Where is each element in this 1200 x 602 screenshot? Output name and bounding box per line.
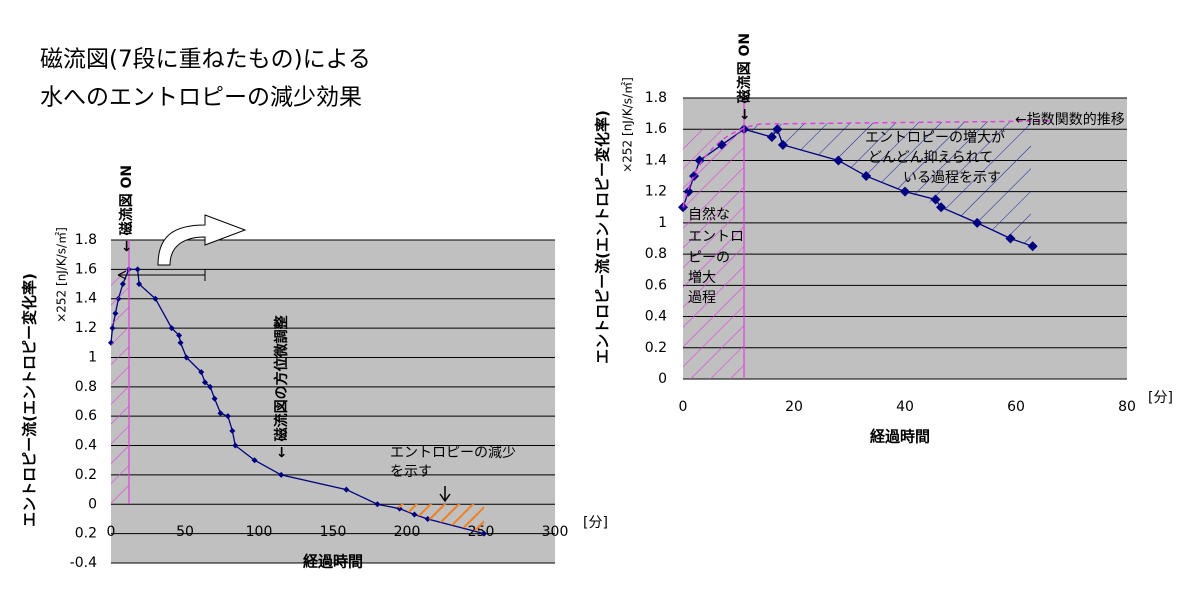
plot-area xyxy=(111,240,555,563)
annotation: どんどん抑えられて xyxy=(868,150,993,166)
y-tick-label: 0.2 xyxy=(75,526,97,542)
y-tick-label: 0 xyxy=(658,371,667,387)
annotation: ピーの xyxy=(688,250,730,266)
y-tick-label: 1.8 xyxy=(645,90,667,106)
hatch xyxy=(683,129,744,379)
annotation: 増大 xyxy=(688,270,716,286)
plots: -0.40.200.20.40.60.811.21.41.61.80 50 100 1… xyxy=(70,90,1136,571)
annotation: ←指数関数的推移 xyxy=(1015,112,1125,128)
y-tick-label: 0 xyxy=(88,496,97,512)
annotation: 自然な xyxy=(688,206,730,223)
x-tick-label: 100 xyxy=(246,524,273,540)
x-axis-label: 経過時間 xyxy=(870,428,930,446)
heading: 水へのエントロピーの減少効果 xyxy=(40,85,362,111)
y-tick-label: -0.4 xyxy=(70,555,97,571)
annotation: いる過程を示す xyxy=(903,170,1001,186)
x-axis-label: 経過時間 xyxy=(303,553,363,571)
y-tick-label: 1.8 xyxy=(75,232,97,248)
x-tick-label: 80 xyxy=(1118,399,1136,415)
y-tick-label: 1 xyxy=(658,215,667,231)
x-axis-unit: [分] xyxy=(583,515,608,531)
x-axis-unit: [分] xyxy=(1148,390,1173,406)
y-axis-label: エントロピー流(エントロピー変化率) xyxy=(21,273,39,527)
y-tick-label: 0.2 xyxy=(645,340,667,356)
y-axis-unit: ×252 [nJ/K/s/㎡] xyxy=(55,227,69,323)
annotation: エントロピーの増大が xyxy=(865,130,1005,146)
data-point xyxy=(211,395,218,402)
y-axis-unit: ×252 [nJ/K/s/㎡] xyxy=(621,77,635,173)
x-tick-label: 0 xyxy=(107,524,116,540)
y-axis-label: エントロピー流(エントロピー変化率) xyxy=(594,110,612,364)
annotation: 過程 xyxy=(688,290,716,306)
data-point xyxy=(207,383,214,390)
annotation: ← 磁流図 ON xyxy=(118,165,135,252)
data-point xyxy=(343,486,350,493)
curved-arrow xyxy=(157,214,247,266)
data-point xyxy=(168,325,175,332)
data-point xyxy=(198,369,205,376)
annotation: エントロ xyxy=(688,229,744,245)
arrow xyxy=(117,270,127,280)
data-point xyxy=(152,295,159,302)
y-tick-label: 0.8 xyxy=(645,246,667,262)
y-tick-label: 0.8 xyxy=(75,379,97,395)
data-point xyxy=(251,457,258,464)
arrow xyxy=(439,493,451,503)
data-point xyxy=(177,339,184,346)
data-point xyxy=(201,379,208,386)
data-point xyxy=(176,332,183,339)
y-tick-label: 0.6 xyxy=(75,408,97,424)
data-point xyxy=(229,427,236,434)
annotation: ← 磁流図 ON xyxy=(736,33,753,120)
y-tick-label: 1.6 xyxy=(645,121,667,137)
y-tick-label: 1.4 xyxy=(75,291,97,307)
hatch xyxy=(111,268,129,504)
x-tick-label: 300 xyxy=(542,524,569,540)
data-point xyxy=(217,410,224,417)
hatch xyxy=(744,121,1031,246)
y-tick-label: 1.2 xyxy=(645,184,667,200)
y-tick-label: 0.4 xyxy=(75,438,97,454)
y-tick-label: 1.4 xyxy=(645,152,667,168)
data-point xyxy=(183,354,190,361)
y-tick-label: 0.6 xyxy=(645,277,667,293)
x-tick-label: 60 xyxy=(1007,399,1025,415)
x-tick-label: 0 xyxy=(679,399,688,415)
x-tick-label: 50 xyxy=(176,524,194,540)
annotation: ← 磁流図の方位微調整 xyxy=(273,314,290,458)
x-tick-label: 40 xyxy=(896,399,914,415)
x-tick-label: 200 xyxy=(394,524,421,540)
x-tick-label: 20 xyxy=(785,399,803,415)
x-tick-label: 150 xyxy=(320,524,347,540)
y-tick-label: 1.6 xyxy=(75,261,97,277)
hatch xyxy=(395,504,484,533)
y-tick-label: 0.2 xyxy=(75,467,97,483)
annotation: エントロピーの減少 xyxy=(390,444,516,461)
data-point xyxy=(232,442,239,449)
y-tick-label: 1.2 xyxy=(75,320,97,336)
annotation: を示す xyxy=(390,464,432,480)
y-tick-label: 1 xyxy=(88,349,97,365)
data-point xyxy=(136,281,143,288)
y-tick-label: 0.4 xyxy=(645,309,667,325)
heading: 磁流図(7段に重ねたもの)による xyxy=(40,47,371,73)
data-point xyxy=(134,266,141,273)
data-point xyxy=(224,413,231,420)
data-point xyxy=(374,501,381,508)
data-point xyxy=(278,471,285,478)
